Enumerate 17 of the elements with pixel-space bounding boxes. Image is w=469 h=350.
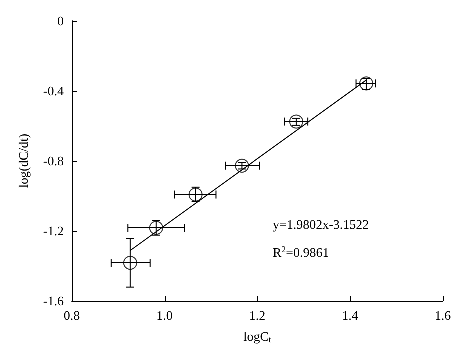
y-tick-label: -1.6 — [43, 294, 64, 308]
point — [188, 188, 203, 202]
x-tick-label: 1.2 — [249, 308, 266, 323]
x-tick-label: 1.0 — [156, 308, 173, 323]
annotation: y=1.9802x-3.1522 — [273, 217, 370, 232]
point — [235, 158, 250, 173]
x-tick-label: 1.6 — [434, 308, 452, 323]
y-axis-title: log(dC/dt) — [16, 134, 31, 188]
point — [123, 256, 138, 270]
y-tick-label: -0.4 — [43, 84, 64, 98]
y-tick-label: -0.8 — [43, 154, 64, 168]
y-tick-label: 0 — [58, 14, 64, 28]
x-tick-label: 1.4 — [342, 308, 359, 323]
point — [149, 221, 164, 236]
point — [289, 114, 304, 129]
x-tick-label: 0.8 — [64, 308, 80, 323]
y-tick-label: -1.2 — [43, 224, 64, 238]
